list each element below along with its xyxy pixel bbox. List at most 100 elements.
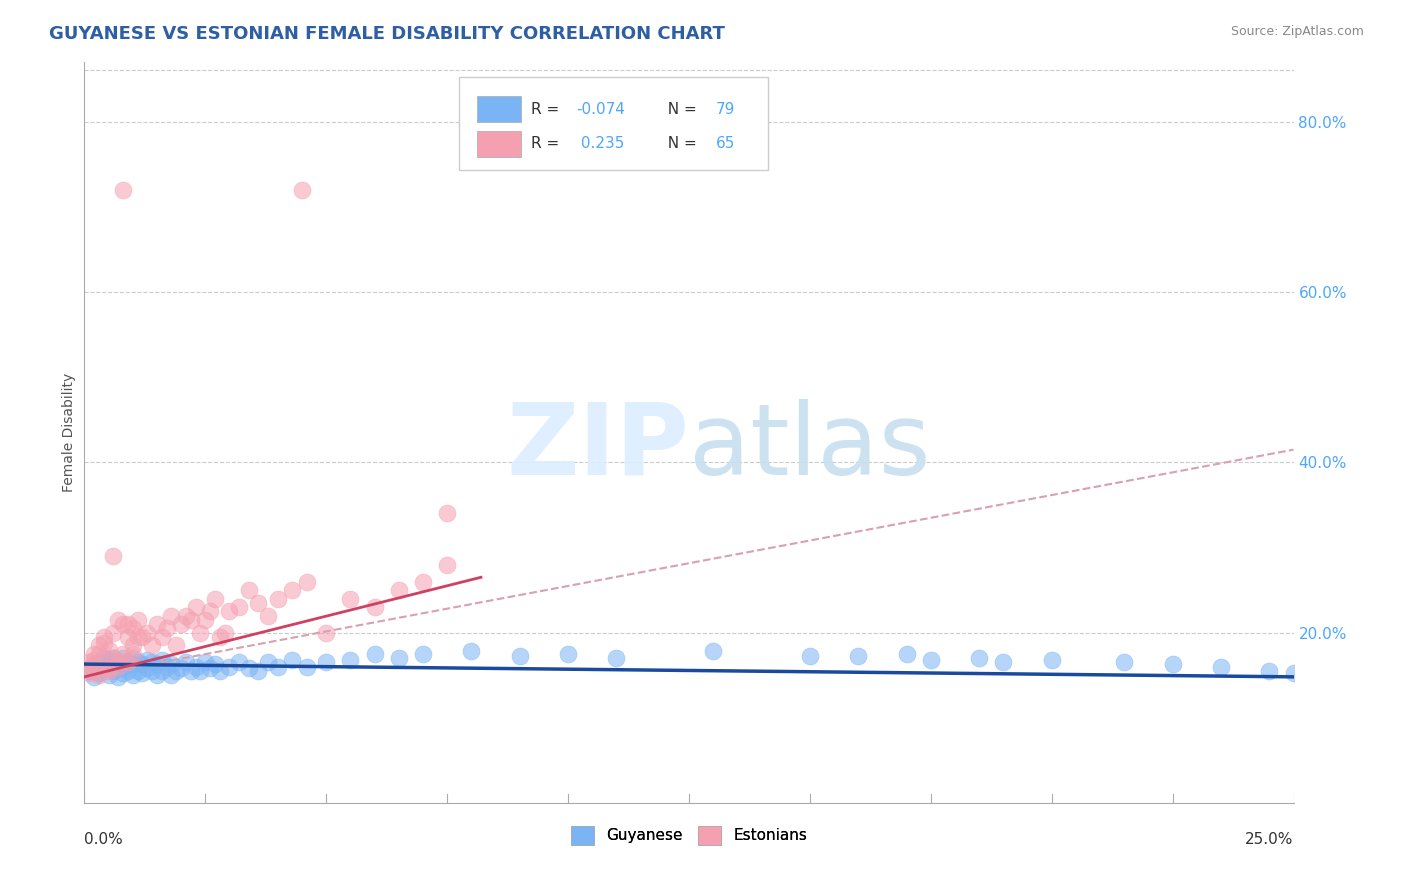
- Point: [112, 647, 135, 661]
- Point: [117, 630, 139, 644]
- Point: [208, 664, 231, 678]
- Point: [97, 668, 120, 682]
- Point: [146, 617, 169, 632]
- Point: [107, 659, 129, 673]
- Point: [799, 649, 821, 664]
- Point: [107, 613, 129, 627]
- Point: [267, 591, 290, 606]
- Point: [281, 653, 304, 667]
- Point: [920, 653, 942, 667]
- Text: Source: ZipAtlas.com: Source: ZipAtlas.com: [1230, 25, 1364, 38]
- Point: [208, 630, 231, 644]
- Point: [896, 647, 918, 661]
- Point: [131, 630, 153, 644]
- Point: [103, 657, 125, 672]
- Point: [295, 574, 318, 589]
- Point: [257, 608, 280, 623]
- Point: [967, 651, 990, 665]
- Point: [93, 661, 115, 675]
- Point: [97, 661, 120, 675]
- Point: [204, 591, 226, 606]
- Point: [83, 664, 105, 678]
- Point: [170, 661, 193, 675]
- Point: [228, 656, 250, 670]
- Point: [121, 657, 143, 671]
- Point: [136, 653, 159, 667]
- Point: [117, 656, 139, 670]
- Point: [103, 651, 125, 665]
- Point: [281, 582, 304, 597]
- Point: [247, 596, 270, 610]
- Point: [170, 617, 193, 632]
- Point: [97, 642, 120, 657]
- Point: [121, 668, 143, 682]
- Point: [1258, 664, 1281, 678]
- Point: [103, 549, 125, 563]
- Point: [363, 647, 385, 661]
- Text: N =: N =: [658, 102, 702, 117]
- Point: [131, 657, 153, 671]
- Point: [117, 656, 139, 670]
- FancyBboxPatch shape: [460, 78, 768, 169]
- Text: atlas: atlas: [689, 399, 931, 496]
- Text: N =: N =: [658, 136, 702, 152]
- Point: [117, 664, 139, 678]
- Point: [180, 664, 202, 678]
- Point: [127, 613, 149, 627]
- Point: [180, 613, 202, 627]
- Point: [141, 639, 163, 653]
- Point: [702, 644, 724, 658]
- Point: [107, 656, 129, 670]
- Point: [194, 656, 217, 670]
- Point: [107, 661, 129, 675]
- Point: [315, 625, 337, 640]
- Point: [204, 657, 226, 671]
- Point: [238, 582, 260, 597]
- Point: [121, 639, 143, 653]
- Point: [605, 651, 627, 665]
- Point: [77, 666, 100, 681]
- Text: 25.0%: 25.0%: [1246, 832, 1294, 847]
- Point: [121, 647, 143, 661]
- Point: [1040, 653, 1063, 667]
- Legend: Guyanese, Estonians: Guyanese, Estonians: [565, 820, 813, 851]
- Point: [107, 670, 129, 684]
- Point: [412, 647, 434, 661]
- Point: [103, 664, 125, 678]
- Point: [112, 183, 135, 197]
- Point: [136, 661, 159, 675]
- Point: [993, 656, 1015, 670]
- Point: [103, 651, 125, 665]
- Point: [97, 664, 120, 678]
- Point: [198, 661, 221, 675]
- Point: [87, 656, 110, 670]
- Point: [339, 653, 361, 667]
- Point: [155, 659, 177, 673]
- Point: [150, 664, 173, 678]
- Text: 65: 65: [716, 136, 735, 152]
- Point: [136, 625, 159, 640]
- Point: [174, 608, 197, 623]
- Point: [218, 659, 240, 673]
- Point: [460, 644, 482, 658]
- Point: [77, 664, 100, 678]
- Point: [557, 647, 579, 661]
- Point: [412, 574, 434, 589]
- Point: [87, 647, 110, 661]
- Point: [315, 656, 337, 670]
- Point: [112, 651, 135, 665]
- Point: [127, 630, 149, 644]
- Point: [1209, 659, 1232, 673]
- Point: [155, 621, 177, 635]
- Point: [339, 591, 361, 606]
- Point: [112, 666, 135, 681]
- Point: [1114, 656, 1136, 670]
- Point: [146, 657, 169, 671]
- Point: [247, 664, 270, 678]
- Point: [87, 668, 110, 682]
- Point: [93, 651, 115, 665]
- Point: [107, 656, 129, 670]
- Point: [83, 670, 105, 684]
- Point: [184, 659, 207, 673]
- Text: R =: R =: [530, 136, 564, 152]
